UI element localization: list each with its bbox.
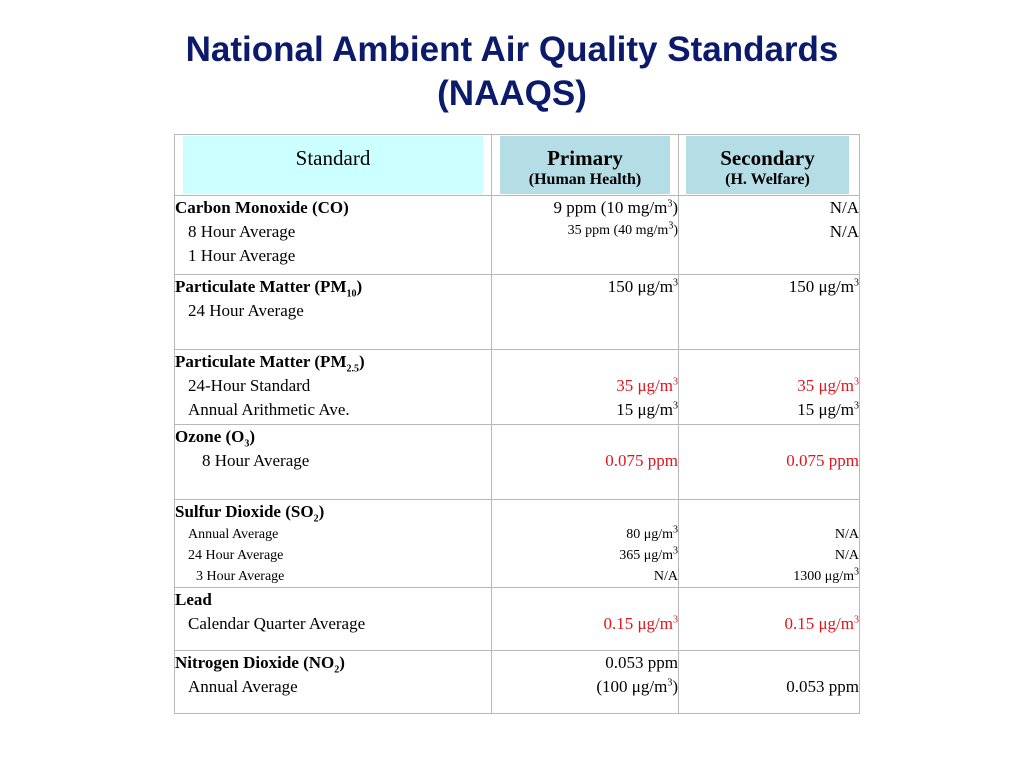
pollutant-name: Particulate Matter (PM10): [175, 277, 363, 300]
averaging-period: 1 Hour Average: [188, 246, 296, 265]
primary-value: 365 μg/m3: [619, 545, 678, 563]
standard-cell: Particulate Matter (PM2.5) 24-Hour Stand…: [174, 349, 492, 425]
header-standard-label: Standard: [295, 146, 371, 170]
secondary-value-highlighted: 0.075 ppm: [786, 451, 859, 470]
averaging-period: 24 Hour Average: [188, 301, 304, 320]
secondary-value: 15 μg/m3: [797, 400, 859, 419]
secondary-cell: N/A N/A 1300 μg/m3: [678, 499, 860, 588]
averaging-period: 3 Hour Average: [196, 569, 285, 584]
standard-cell: Particulate Matter (PM10) 24 Hour Averag…: [174, 274, 492, 350]
pollutant-name: Lead: [175, 590, 212, 609]
header-primary-sublabel: (Human Health): [528, 171, 642, 188]
secondary-value: N/A: [829, 198, 859, 217]
primary-value-highlighted: 35 μg/m3: [616, 376, 678, 395]
primary-cell: 80 μg/m3 365 μg/m3 N/A: [491, 499, 679, 588]
header-primary-label: Primary: [547, 146, 623, 170]
standard-cell: Nitrogen Dioxide (NO2) Annual Average: [174, 650, 492, 714]
averaging-period: Calendar Quarter Average: [188, 614, 366, 633]
primary-value: (100 μg/m3): [596, 677, 678, 696]
primary-cell: 0.075 ppm: [491, 424, 679, 500]
secondary-cell: 150 μg/m3: [678, 274, 860, 350]
primary-value: 9 ppm (10 mg/m3): [553, 198, 678, 217]
table-header-row: Standard Primary (Human Health) Secondar…: [174, 134, 860, 196]
secondary-value: N/A: [829, 222, 859, 241]
primary-value: 80 μg/m3: [626, 524, 678, 542]
secondary-cell: N/A N/A: [678, 195, 860, 275]
secondary-value-highlighted: 35 μg/m3: [797, 376, 859, 395]
secondary-cell: 0.15 μg/m3: [678, 587, 860, 651]
page-title-line2: (NAAQS): [437, 74, 587, 113]
secondary-value: 1300 μg/m3: [793, 566, 859, 584]
page-title: National Ambient Air Quality Standards (…: [0, 28, 1024, 116]
pollutant-name: Sulfur Dioxide (SO2): [175, 502, 325, 525]
primary-value-highlighted: 0.075 ppm: [605, 451, 678, 470]
header-standard: Standard: [174, 134, 492, 196]
primary-cell: 0.15 μg/m3: [491, 587, 679, 651]
pollutant-name: Carbon Monoxide (CO): [175, 198, 349, 217]
naaqs-table: Standard Primary (Human Health) Secondar…: [174, 134, 860, 714]
primary-value: 150 μg/m3: [607, 277, 678, 296]
primary-value: N/A: [653, 569, 678, 584]
secondary-value: N/A: [834, 527, 859, 542]
page-title-line1: National Ambient Air Quality Standards: [185, 30, 839, 69]
secondary-cell: 35 μg/m3 15 μg/m3: [678, 349, 860, 425]
table-row-co: Carbon Monoxide (CO) 8 Hour Average 1 Ho…: [174, 195, 860, 275]
primary-value-highlighted: 0.15 μg/m3: [603, 614, 678, 633]
header-secondary-label: Secondary: [720, 146, 815, 170]
table-row-lead: Lead Calendar Quarter Average 0.15 μg/m3…: [174, 587, 860, 651]
averaging-period: Annual Average: [188, 677, 298, 696]
table-row-pm10: Particulate Matter (PM10) 24 Hour Averag…: [174, 274, 860, 350]
primary-cell: 0.053 ppm (100 μg/m3): [491, 650, 679, 714]
header-secondary: Secondary (H. Welfare): [678, 134, 860, 196]
pollutant-name: Particulate Matter (PM2.5): [175, 352, 365, 375]
header-primary: Primary (Human Health): [491, 134, 679, 196]
table-row-ozone: Ozone (O3) 8 Hour Average 0.075 ppm 0.07…: [174, 424, 860, 500]
averaging-period: 8 Hour Average: [188, 222, 296, 241]
secondary-value-highlighted: 0.15 μg/m3: [784, 614, 859, 633]
primary-value: 35 ppm (40 mg/m3): [567, 220, 678, 238]
averaging-period: Annual Average: [188, 527, 279, 542]
table-row-no2: Nitrogen Dioxide (NO2) Annual Average 0.…: [174, 650, 860, 714]
primary-cell: 35 μg/m3 15 μg/m3: [491, 349, 679, 425]
primary-value: 0.053 ppm: [605, 653, 678, 672]
secondary-cell: 0.075 ppm: [678, 424, 860, 500]
averaging-period: 8 Hour Average: [202, 451, 310, 470]
secondary-value: 0.053 ppm: [786, 677, 859, 696]
primary-cell: 150 μg/m3: [491, 274, 679, 350]
primary-value: 15 μg/m3: [616, 400, 678, 419]
averaging-period: 24-Hour Standard: [188, 376, 311, 395]
table-row-so2: Sulfur Dioxide (SO2) Annual Average 24 H…: [174, 499, 860, 588]
secondary-value: 150 μg/m3: [788, 277, 859, 296]
standard-cell: Ozone (O3) 8 Hour Average: [174, 424, 492, 500]
standard-cell: Carbon Monoxide (CO) 8 Hour Average 1 Ho…: [174, 195, 492, 275]
pollutant-name: Ozone (O3): [175, 427, 256, 450]
standard-cell: Sulfur Dioxide (SO2) Annual Average 24 H…: [174, 499, 492, 588]
averaging-period: 24 Hour Average: [188, 548, 284, 563]
averaging-period: Annual Arithmetic Ave.: [188, 400, 350, 419]
standard-cell: Lead Calendar Quarter Average: [174, 587, 492, 651]
table-row-pm25: Particulate Matter (PM2.5) 24-Hour Stand…: [174, 349, 860, 425]
pollutant-name: Nitrogen Dioxide (NO2): [175, 653, 345, 676]
secondary-value: N/A: [834, 548, 859, 563]
secondary-cell: 0.053 ppm: [678, 650, 860, 714]
header-secondary-sublabel: (H. Welfare): [725, 171, 810, 188]
primary-cell: 9 ppm (10 mg/m3) 35 ppm (40 mg/m3): [491, 195, 679, 275]
